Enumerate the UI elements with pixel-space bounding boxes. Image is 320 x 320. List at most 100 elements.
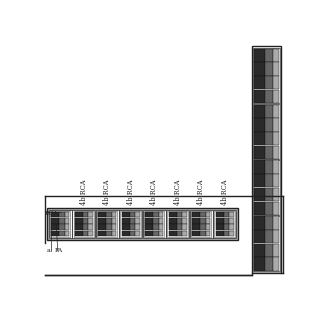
Bar [145,218,153,224]
Bar [265,161,273,174]
Bar [190,210,212,238]
Bar [106,224,112,230]
Bar [51,212,59,217]
Bar [229,230,234,236]
Bar [192,224,200,230]
Bar [88,212,93,217]
Bar [98,224,106,230]
Bar [254,105,265,118]
Bar [122,218,130,224]
Bar [216,212,224,217]
Bar [122,230,130,236]
Bar [96,210,119,238]
Bar [49,210,72,238]
Bar [214,211,235,237]
Bar [83,224,88,230]
Bar [265,76,273,89]
Bar [177,224,182,230]
Bar [48,209,237,239]
Bar [144,211,164,237]
Bar [273,146,279,159]
Bar [145,230,153,236]
Bar [273,62,279,76]
Bar [51,224,59,230]
Bar [265,62,273,76]
Bar [98,218,106,224]
Bar [265,49,273,62]
Bar [265,188,273,201]
Bar [72,210,95,238]
Bar [65,212,69,217]
Bar [273,202,279,215]
Bar [122,212,130,217]
Bar [254,146,265,159]
Bar [50,211,70,237]
Bar [254,230,265,244]
Bar [273,90,279,103]
Bar [135,218,140,224]
Bar [145,212,153,217]
Bar [273,161,279,174]
Bar [254,118,265,132]
Bar [192,212,200,217]
Bar [265,244,273,257]
Bar [224,230,229,236]
Bar [166,210,189,238]
Bar [254,258,265,271]
Bar [169,224,177,230]
Bar [75,224,83,230]
Bar [265,118,273,132]
Text: 4b RCA: 4b RCA [220,179,228,205]
Bar [97,211,117,237]
Bar [273,76,279,89]
Bar [273,174,279,188]
Bar [273,105,279,118]
Bar [206,224,210,230]
Bar [177,212,182,217]
Bar [254,161,265,174]
Bar [224,212,229,217]
Bar [206,218,210,224]
Bar [88,224,93,230]
Bar [51,218,59,224]
Bar [254,132,265,145]
Bar [106,218,112,224]
Bar [112,224,116,230]
Bar [254,49,265,62]
Text: 4b RCA: 4b RCA [80,179,88,205]
Bar [75,212,83,217]
Bar [182,212,187,217]
Bar [253,104,279,159]
Bar [265,216,273,230]
Bar [200,230,206,236]
Text: 4b RCA: 4b RCA [150,179,158,205]
Bar [59,218,65,224]
Bar [59,224,65,230]
Bar [273,118,279,132]
Bar [83,218,88,224]
Bar [122,224,130,230]
Bar [169,212,177,217]
Bar [169,218,177,224]
Bar [224,218,229,224]
Bar [216,218,224,224]
Bar [112,212,116,217]
Bar [145,224,153,230]
Bar [121,211,141,237]
Bar [216,224,224,230]
Bar [143,210,165,238]
Text: a: a [47,248,51,253]
Bar [200,212,206,217]
Bar [153,230,159,236]
Bar [106,230,112,236]
Bar [83,212,88,217]
Bar [265,202,273,215]
Bar [51,230,59,236]
Bar [191,211,211,237]
Bar [159,230,163,236]
Bar [273,188,279,201]
Bar [83,230,88,236]
Bar [229,212,234,217]
Bar [98,212,106,217]
Bar [65,218,69,224]
